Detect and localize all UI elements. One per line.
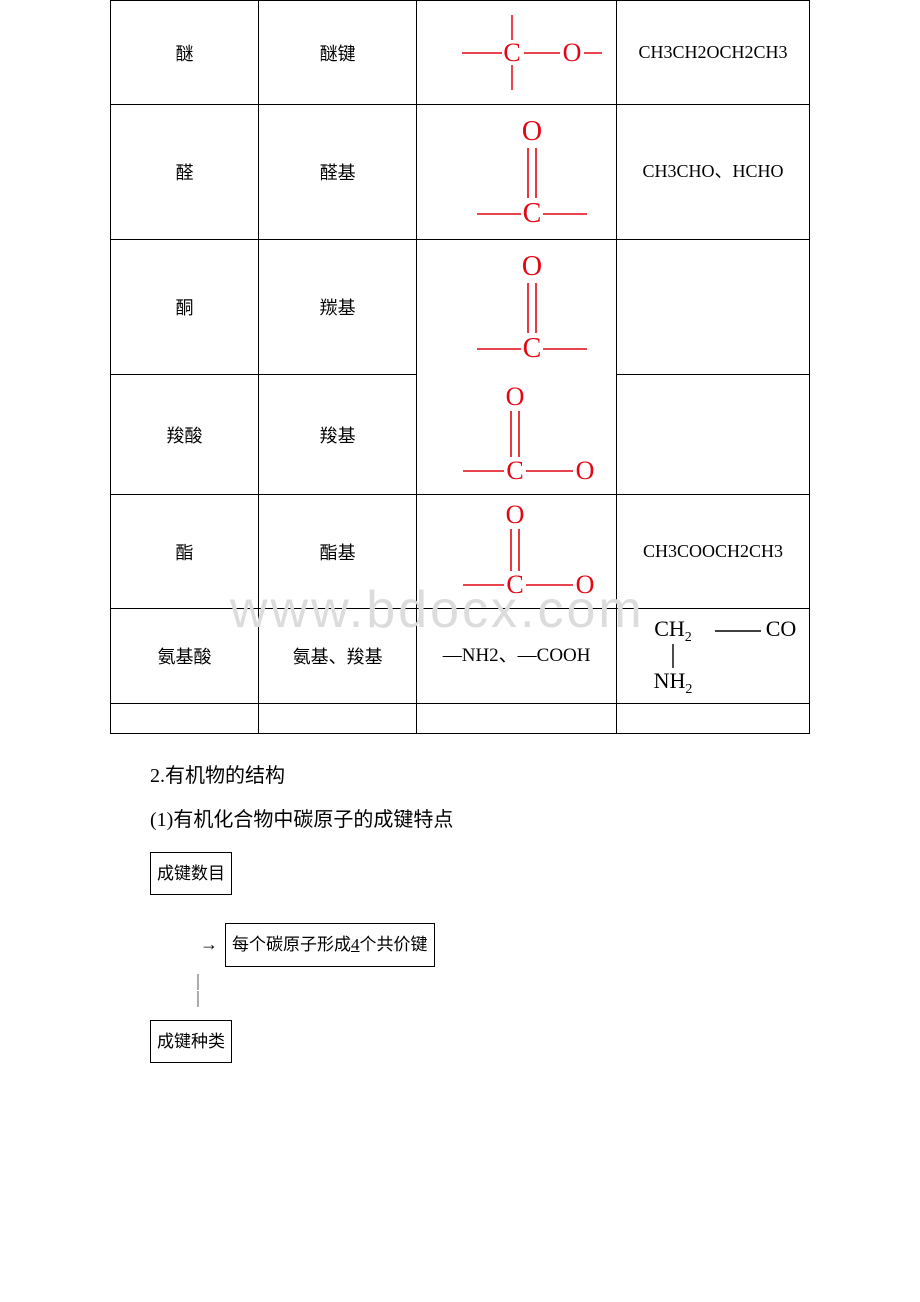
- class-name-cell: 酮: [111, 240, 259, 375]
- carbonyl-structure-icon: O C: [447, 245, 587, 370]
- table-row-ketone: 酮 羰基 O C: [111, 240, 810, 375]
- table-row-empty: [111, 704, 810, 734]
- box2-num: 4: [351, 935, 360, 954]
- svg-text:CH2: CH2: [654, 616, 692, 645]
- example-cell: CH3COOCH2CH3: [616, 495, 809, 609]
- svg-text:NH2: NH2: [654, 668, 693, 694]
- structure-cell: O C: [417, 240, 617, 375]
- functional-groups-table: 醚 醚键 C O CH3CH2OCH2CH3 醛: [110, 0, 810, 734]
- svg-text:C: C: [522, 198, 541, 229]
- empty-cell: [616, 704, 809, 734]
- table-row-ester: 酯 酯基 O C O CH3COOCH2CH3: [111, 495, 810, 609]
- svg-text:CO: CO: [766, 616, 797, 641]
- example-cell: [616, 375, 809, 495]
- example-cell: [616, 240, 809, 375]
- table-row-carboxylic: 羧酸 羧基 O C O: [111, 375, 810, 495]
- heading-2: 2.有机物的结构: [150, 754, 920, 798]
- example-cell: CH3CHO、HCHO: [616, 105, 809, 240]
- svg-text:C: C: [506, 570, 523, 599]
- group-name-cell: 羧基: [259, 375, 417, 495]
- svg-text:C: C: [503, 38, 520, 67]
- svg-text:O: O: [575, 456, 594, 484]
- svg-text:O: O: [505, 500, 524, 529]
- empty-cell: [417, 704, 617, 734]
- box2-pre: 每个碳原子形成: [232, 935, 351, 954]
- table-row-aldehyde: 醛 醛基 O C CH3CHO、HCHO: [111, 105, 810, 240]
- box-carbon-4bonds: 每个碳原子形成4个共价键: [225, 923, 435, 966]
- amino-acid-example-icon: CH2 CO NH2: [623, 614, 803, 699]
- body-text-section: 2.有机物的结构 (1)有机化合物中碳原子的成键特点 成键数目 → 每个碳原子形…: [150, 754, 920, 1063]
- ether-structure-icon: C O: [432, 5, 602, 100]
- heading-2-1: (1)有机化合物中碳原子的成键特点: [150, 798, 920, 842]
- table-row-ether: 醚 醚键 C O CH3CH2OCH2CH3: [111, 1, 810, 105]
- svg-text:O: O: [562, 38, 581, 67]
- structure-cell: O C O: [417, 495, 617, 609]
- class-name-cell: 羧酸: [111, 375, 259, 495]
- structure-cell: —NH2、—COOH: [417, 609, 617, 704]
- structure-text: —NH2、—COOH: [423, 639, 610, 673]
- arrow-icon: →: [200, 934, 218, 954]
- table-row-amino: 氨基酸 氨基、羧基 —NH2、—COOH CH2 CO NH2: [111, 609, 810, 704]
- structure-cell: O C: [417, 105, 617, 240]
- group-name-cell: 醛基: [259, 105, 417, 240]
- vertical-bar-icon: ｜｜: [190, 975, 920, 1010]
- class-name-cell: 氨基酸: [111, 609, 259, 704]
- empty-cell: [111, 704, 259, 734]
- example-cell: CH3CH2OCH2CH3: [616, 1, 809, 105]
- svg-text:C: C: [506, 456, 523, 484]
- box-carbon-4bonds-wrap: → 每个碳原子形成4个共价键: [190, 913, 920, 966]
- svg-text:C: C: [522, 333, 541, 364]
- class-name-cell: 醛: [111, 105, 259, 240]
- group-name-cell: 醚键: [259, 1, 417, 105]
- structure-cell: C O: [417, 1, 617, 105]
- svg-text:O: O: [505, 382, 524, 411]
- group-name-cell: 酯基: [259, 495, 417, 609]
- ester-structure-icon: O C O: [437, 499, 597, 604]
- example-cell: CH2 CO NH2: [616, 609, 809, 704]
- class-name-cell: 酯: [111, 495, 259, 609]
- svg-text:O: O: [575, 570, 594, 599]
- svg-text:O: O: [521, 116, 541, 147]
- structure-cell: O C O: [417, 375, 617, 495]
- group-name-cell: 羰基: [259, 240, 417, 375]
- box2-post: 个共价键: [360, 935, 428, 954]
- box-bond-type: 成键种类: [150, 1020, 232, 1063]
- class-name-cell: 醚: [111, 1, 259, 105]
- box-bond-count: 成键数目: [150, 852, 232, 895]
- svg-text:O: O: [521, 251, 541, 282]
- carbonyl-structure-icon: O C: [447, 110, 587, 235]
- group-name-cell: 氨基、羧基: [259, 609, 417, 704]
- empty-cell: [259, 704, 417, 734]
- carboxyl-structure-icon: O C O: [437, 379, 597, 489]
